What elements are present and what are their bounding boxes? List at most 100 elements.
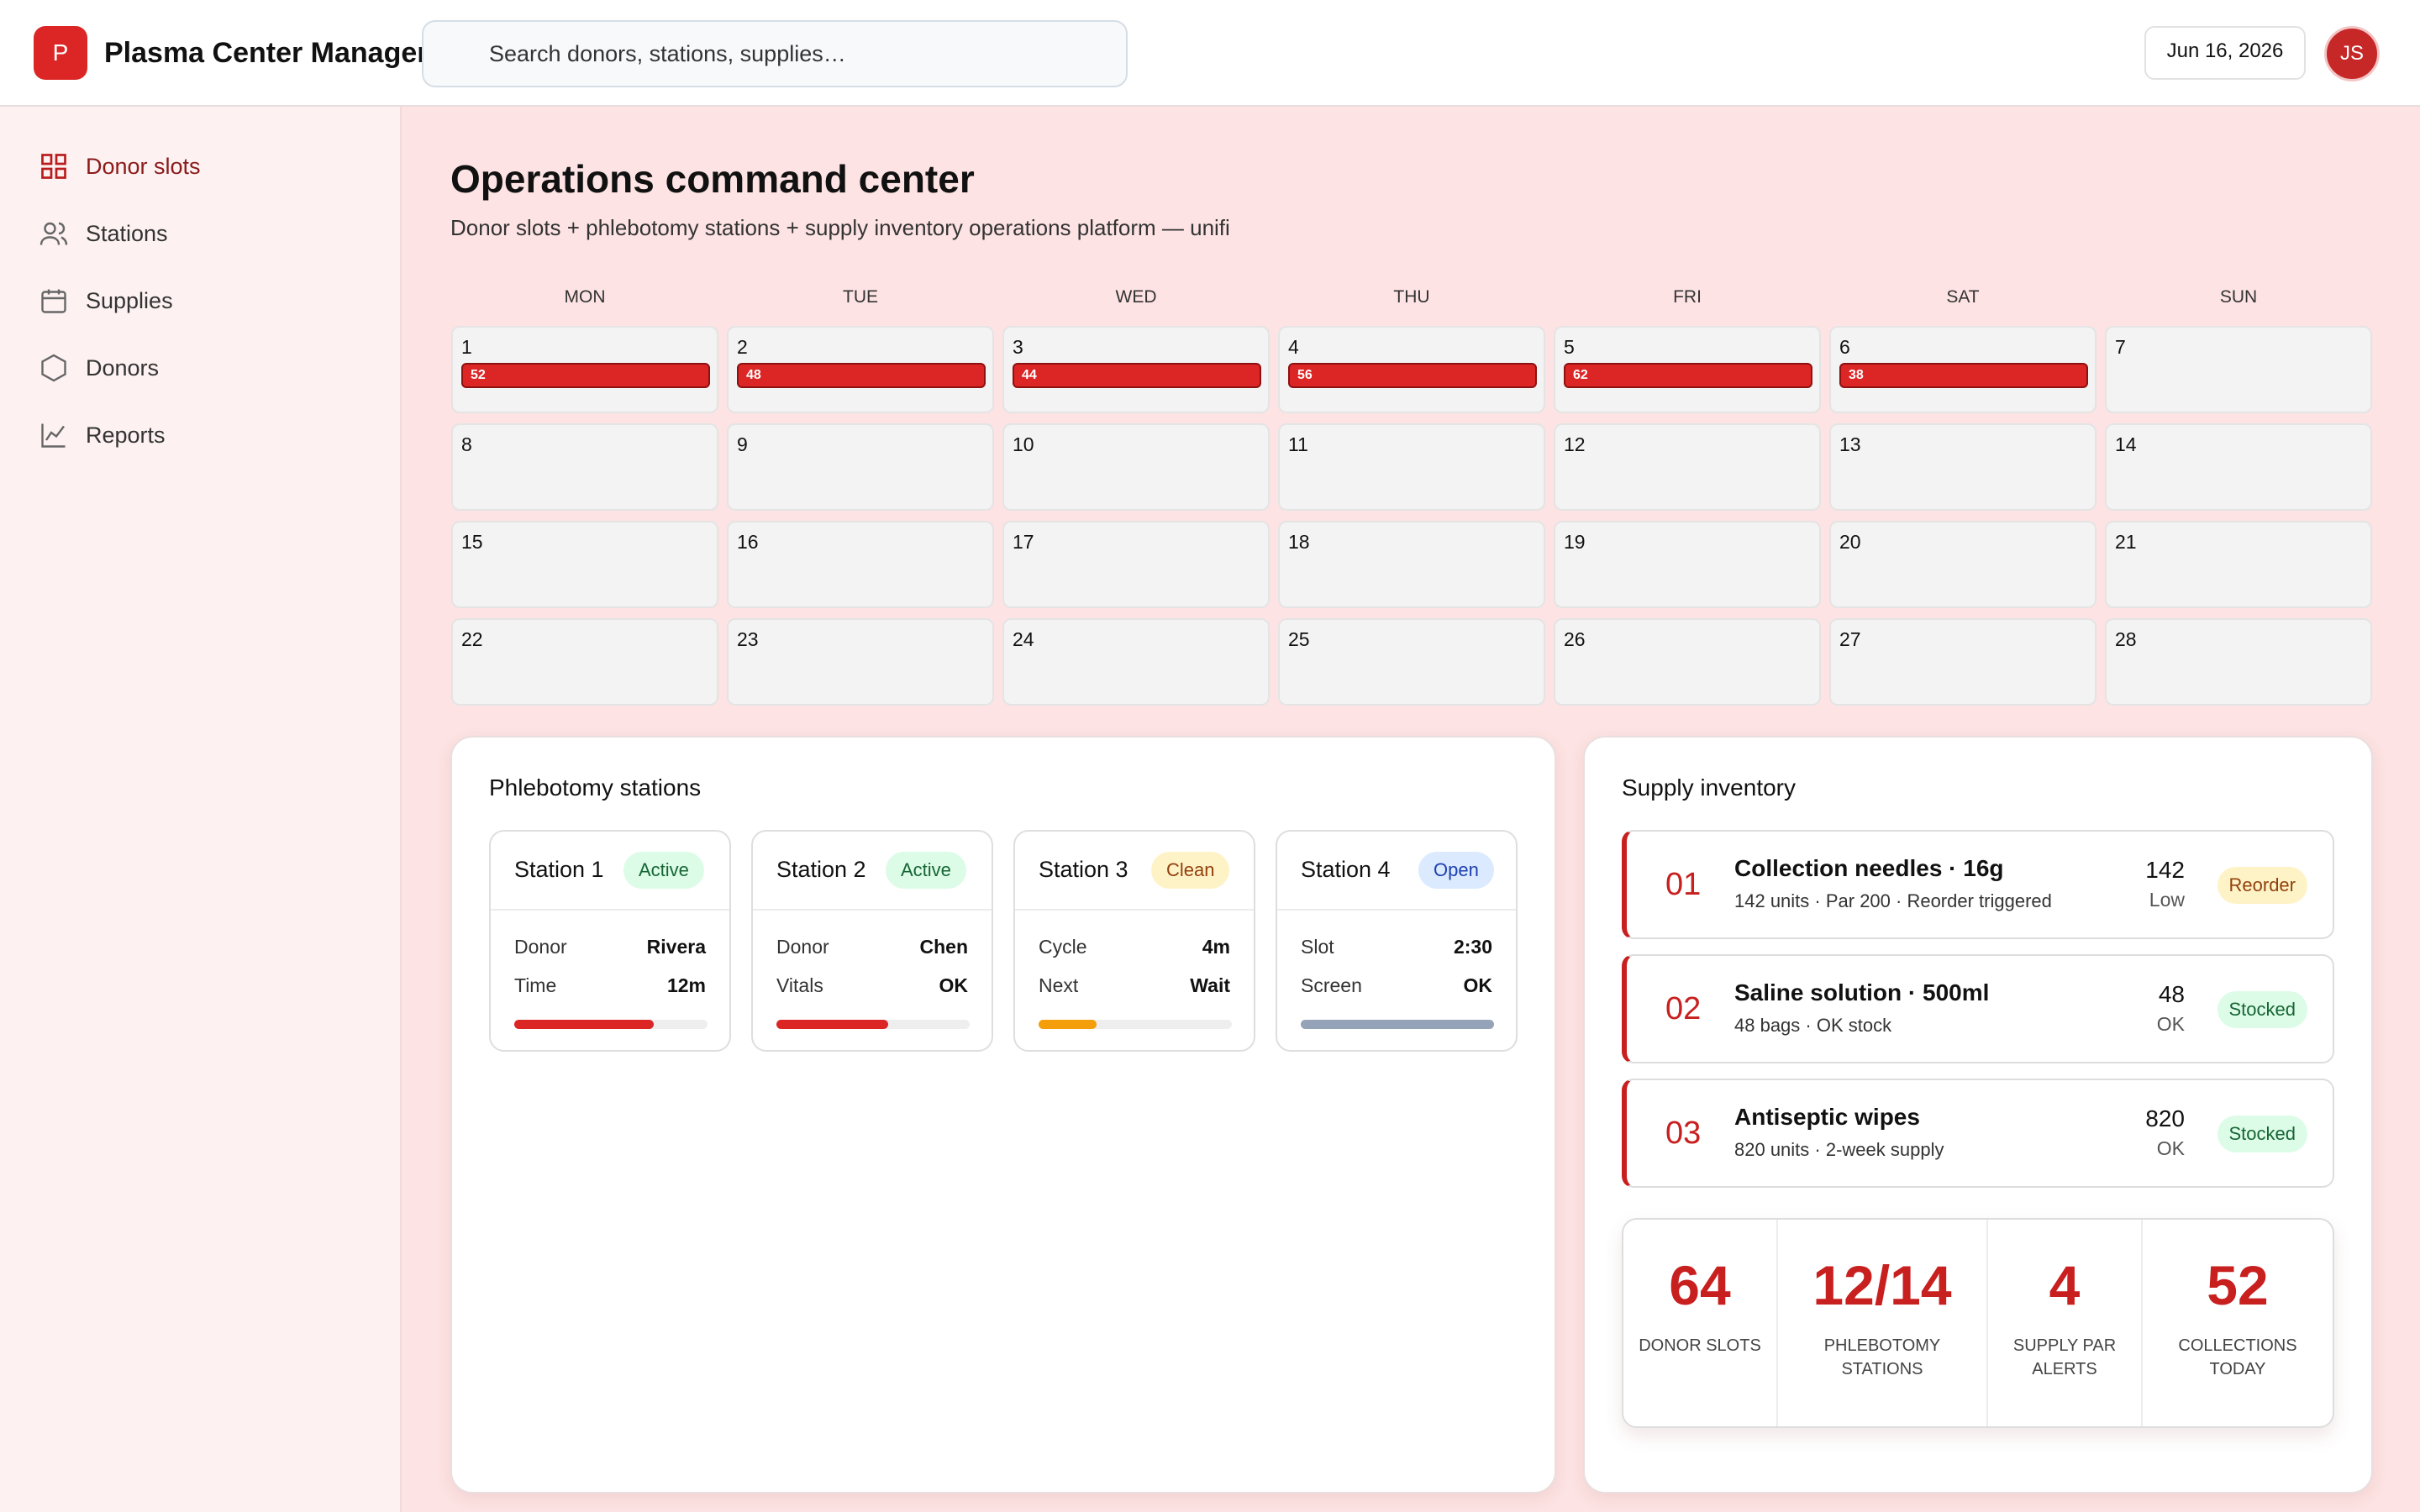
slot-count-bar[interactable]: 44	[1013, 363, 1261, 388]
calendar-day[interactable]: 18	[1278, 521, 1545, 608]
stat-donor-slots: 64 DONOR SLOTS	[1623, 1220, 1776, 1426]
slot-count-bar[interactable]: 38	[1839, 363, 2088, 388]
calendar-day[interactable]: 7	[2105, 326, 2372, 413]
calendar-day[interactable]: 27	[1829, 618, 2096, 706]
item-quantity-label: Low	[2149, 889, 2185, 911]
calendar-day[interactable]: 8	[451, 423, 718, 511]
status-badge: Open	[1418, 852, 1494, 889]
stats-summary: 64 DONOR SLOTS 12/14 PHLEBOTOMY STATIONS…	[1622, 1218, 2334, 1428]
divider	[491, 909, 729, 911]
grid-icon	[41, 154, 66, 179]
app-logo[interactable]: P	[34, 26, 87, 80]
calendar-day[interactable]: 5 62	[1554, 326, 1821, 413]
sidebar: Donor slots Stations Supplies Donors Rep…	[0, 107, 402, 1512]
day-number: 10	[1013, 433, 1034, 455]
calendar-day[interactable]: 26	[1554, 618, 1821, 706]
calendar-day[interactable]: 24	[1002, 618, 1270, 706]
slot-count-bar[interactable]: 56	[1288, 363, 1537, 388]
calendar-day[interactable]: 10	[1002, 423, 1270, 511]
day-number: 16	[737, 531, 759, 553]
day-number: 1	[461, 336, 472, 358]
calendar-day[interactable]: 9	[727, 423, 994, 511]
search-input[interactable]	[424, 22, 1126, 86]
info-row: Time 12m	[514, 974, 706, 998]
sidebar-item-stations[interactable]: Stations	[39, 213, 168, 254]
calendar-day[interactable]: 1 52	[451, 326, 718, 413]
day-number: 28	[2115, 628, 2137, 650]
slot-count-bar[interactable]: 62	[1564, 363, 1812, 388]
calendar-day[interactable]: 2 48	[727, 326, 994, 413]
day-number: 2	[737, 336, 748, 358]
status-badge: Stocked	[2217, 991, 2307, 1028]
calendar-day[interactable]: 17	[1002, 521, 1270, 608]
item-name: Antiseptic wipes	[1734, 1104, 1920, 1130]
day-number: 15	[461, 531, 483, 553]
info-row: Slot 2:30	[1301, 936, 1492, 959]
calendar-day[interactable]: 19	[1554, 521, 1821, 608]
calendar-day[interactable]: 6 38	[1829, 326, 2096, 413]
calendar-day[interactable]: 14	[2105, 423, 2372, 511]
station-card[interactable]: Station 1 Active Donor Rivera Time 12m	[489, 830, 731, 1052]
status-badge: Active	[886, 852, 966, 889]
status-badge: Active	[623, 852, 704, 889]
progress-bar	[514, 1020, 708, 1029]
day-number: 5	[1564, 336, 1575, 358]
calendar-day[interactable]: 12	[1554, 423, 1821, 511]
day-number: 9	[737, 433, 748, 455]
slot-count-bar[interactable]: 52	[461, 363, 710, 388]
sidebar-item-donor-slots[interactable]: Donor slots	[39, 146, 201, 186]
app-title: Plasma Center Manager	[104, 37, 429, 69]
page-subtitle: Donor slots + phlebotomy stations + supp…	[450, 215, 1230, 240]
sidebar-item-donors[interactable]: Donors	[39, 348, 159, 388]
calendar-day[interactable]: 23	[727, 618, 994, 706]
inventory-item[interactable]: 02 Saline solution · 500ml 48 bags · OK …	[1622, 954, 2334, 1063]
inventory-item[interactable]: 01 Collection needles · 16g 142 units · …	[1622, 830, 2334, 939]
stat-value: 64	[1669, 1254, 1731, 1316]
calendar-day[interactable]: 25	[1278, 618, 1545, 706]
sidebar-item-label: Donors	[86, 354, 160, 381]
progress-fill	[514, 1020, 654, 1029]
station-card[interactable]: Station 4 Open Slot 2:30 Screen OK	[1276, 830, 1518, 1052]
sidebar-item-reports[interactable]: Reports	[39, 415, 166, 455]
info-value: OK	[939, 974, 969, 996]
search-box[interactable]	[422, 20, 1128, 87]
calendar-day[interactable]: 28	[2105, 618, 2372, 706]
calendar-day[interactable]: 21	[2105, 521, 2372, 608]
slot-count-bar[interactable]: 48	[737, 363, 986, 388]
divider	[1277, 909, 1516, 911]
info-value: 2:30	[1453, 936, 1492, 958]
weekday-label: TUE	[843, 287, 878, 307]
calendar-day[interactable]: 4 56	[1278, 326, 1545, 413]
item-number: 01	[1665, 867, 1702, 902]
station-card[interactable]: Station 2 Active Donor Chen Vitals OK	[751, 830, 993, 1052]
info-label: Screen	[1301, 974, 1362, 996]
divider	[1015, 909, 1254, 911]
station-card[interactable]: Station 3 Clean Cycle 4m Next Wait	[1013, 830, 1255, 1052]
sidebar-item-label: Stations	[86, 220, 168, 246]
info-row: Donor Chen	[776, 936, 968, 959]
calendar-day[interactable]: 11	[1278, 423, 1545, 511]
hexagon-icon	[41, 354, 66, 382]
inventory-item[interactable]: 03 Antiseptic wipes 820 units · 2-week s…	[1622, 1079, 2334, 1188]
stations-panel: Phlebotomy stations Station 1 Active Don…	[450, 736, 1556, 1494]
calendar-day[interactable]: 20	[1829, 521, 2096, 608]
weekday-label: MON	[564, 287, 606, 307]
progress-bar	[1301, 1020, 1494, 1029]
date-picker[interactable]: Jun 16, 2026	[2144, 26, 2306, 80]
calendar-day[interactable]: 13	[1829, 423, 2096, 511]
calendar-day[interactable]: 3 44	[1002, 326, 1270, 413]
calendar-day[interactable]: 15	[451, 521, 718, 608]
day-number: 21	[2115, 531, 2137, 553]
stat-label: DONOR SLOTS	[1639, 1336, 1761, 1355]
user-avatar[interactable]: JS	[2324, 26, 2380, 81]
sidebar-item-supplies[interactable]: Supplies	[39, 281, 173, 321]
day-number: 24	[1013, 628, 1034, 650]
progress-fill	[1039, 1020, 1097, 1029]
sidebar-item-label: Reports	[86, 422, 166, 448]
info-value: 12m	[666, 974, 706, 996]
panel-title: Phlebotomy stations	[489, 774, 702, 801]
calendar-day[interactable]: 22	[451, 618, 718, 706]
calendar-day[interactable]: 16	[727, 521, 994, 608]
day-number: 6	[1839, 336, 1850, 358]
status-badge: Stocked	[2217, 1116, 2307, 1152]
